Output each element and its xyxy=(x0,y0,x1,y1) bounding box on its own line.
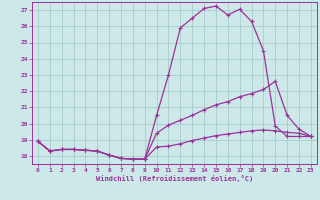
X-axis label: Windchill (Refroidissement éolien,°C): Windchill (Refroidissement éolien,°C) xyxy=(96,175,253,182)
